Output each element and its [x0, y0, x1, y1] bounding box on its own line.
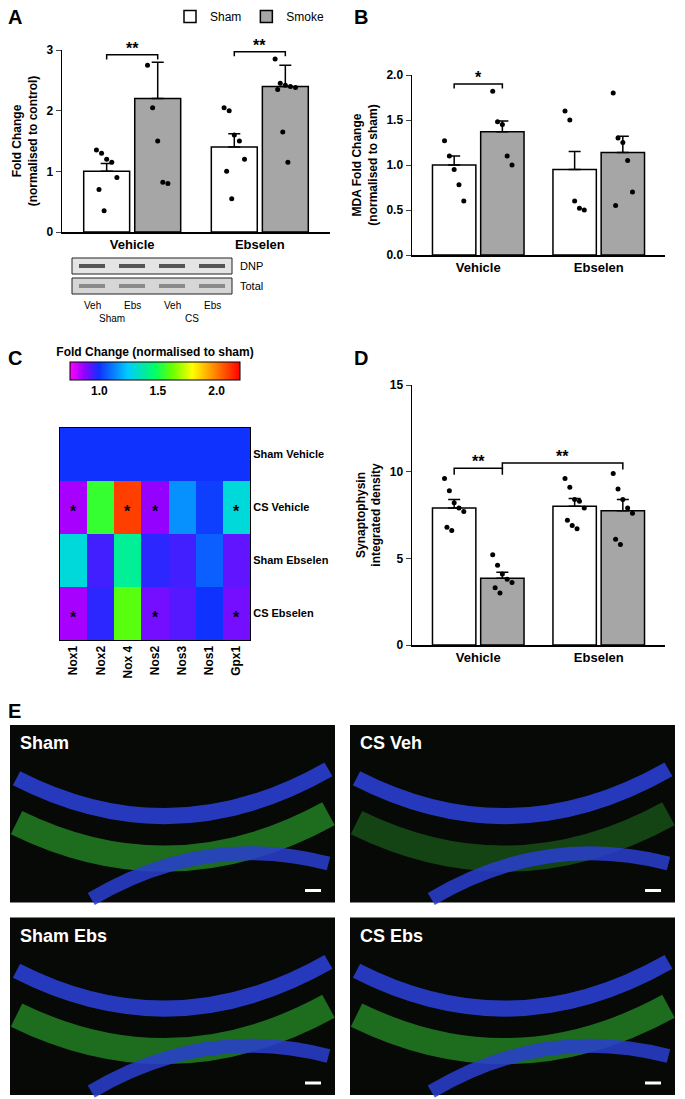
- svg-text:B: B: [354, 6, 368, 28]
- svg-text:A: A: [8, 6, 22, 28]
- svg-text:Nox1: Nox1: [66, 645, 80, 675]
- svg-text:*: *: [124, 503, 131, 520]
- svg-text:Veh: Veh: [164, 300, 181, 311]
- svg-text:1: 1: [46, 165, 53, 179]
- svg-text:Fold Change (normalised to sha: Fold Change (normalised to sham): [56, 345, 253, 359]
- svg-text:Synaptophysinintegrated densit: Synaptophysinintegrated density: [354, 463, 384, 567]
- svg-text:0.5: 0.5: [386, 203, 403, 217]
- svg-text:**: **: [126, 40, 139, 57]
- svg-text:1.5: 1.5: [386, 113, 403, 127]
- svg-text:Ebs: Ebs: [204, 300, 221, 311]
- svg-text:CS Ebs: CS Ebs: [360, 926, 423, 946]
- svg-text:Sham Ebs: Sham Ebs: [20, 926, 107, 946]
- svg-text:Smoke: Smoke: [286, 10, 324, 24]
- svg-text:Veh: Veh: [84, 300, 101, 311]
- svg-text:0: 0: [396, 638, 403, 652]
- svg-text:3: 3: [46, 43, 53, 57]
- svg-text:0.0: 0.0: [386, 248, 403, 262]
- svg-text:Ebselen: Ebselen: [235, 237, 285, 252]
- svg-text:10: 10: [390, 465, 404, 479]
- svg-text:CS: CS: [185, 313, 199, 324]
- svg-text:MDA Fold Change(normalised to: MDA Fold Change(normalised to sham): [350, 104, 380, 225]
- svg-text:5: 5: [396, 552, 403, 566]
- svg-text:Ebs: Ebs: [124, 300, 141, 311]
- svg-text:E: E: [8, 700, 21, 722]
- svg-text:**: **: [253, 37, 266, 54]
- svg-text:Vehicle: Vehicle: [456, 260, 501, 275]
- svg-text:Total: Total: [240, 280, 263, 292]
- svg-text:*: *: [70, 609, 77, 626]
- svg-text:15: 15: [390, 378, 404, 392]
- svg-text:*: *: [233, 503, 240, 520]
- svg-text:2: 2: [46, 104, 53, 118]
- svg-text:Nos3: Nos3: [175, 645, 189, 675]
- svg-text:2.0: 2.0: [208, 384, 225, 398]
- svg-text:1.0: 1.0: [386, 158, 403, 172]
- svg-text:Vehicle: Vehicle: [110, 237, 155, 252]
- svg-text:CS Veh: CS Veh: [360, 733, 422, 753]
- svg-text:D: D: [354, 347, 368, 369]
- svg-text:Sham: Sham: [20, 733, 69, 753]
- svg-text:2.0: 2.0: [386, 68, 403, 82]
- svg-text:1.5: 1.5: [150, 384, 167, 398]
- svg-text:Nos1: Nos1: [202, 645, 216, 675]
- svg-text:Nox2: Nox2: [94, 645, 108, 675]
- svg-text:Sham Vehicle: Sham Vehicle: [253, 448, 324, 460]
- svg-text:*: *: [233, 609, 240, 626]
- svg-text:Gpx1: Gpx1: [229, 645, 243, 675]
- svg-text:Sham: Sham: [99, 313, 125, 324]
- svg-text:CS Vehicle: CS Vehicle: [253, 501, 309, 513]
- svg-text:*: *: [475, 69, 482, 86]
- svg-text:Sham: Sham: [210, 10, 241, 24]
- svg-text:Nox 4: Nox 4: [121, 645, 135, 678]
- svg-text:Ebselen: Ebselen: [574, 260, 624, 275]
- svg-text:**: **: [556, 448, 569, 465]
- svg-text:Fold Change(normalised to cont: Fold Change(normalised to control): [10, 76, 40, 207]
- svg-text:CS Ebselen: CS Ebselen: [253, 607, 314, 619]
- svg-text:Vehicle: Vehicle: [456, 650, 501, 665]
- svg-text:*: *: [152, 503, 159, 520]
- svg-text:*: *: [152, 609, 159, 626]
- svg-text:1.0: 1.0: [91, 384, 108, 398]
- svg-text:*: *: [70, 503, 77, 520]
- svg-text:0: 0: [46, 225, 53, 239]
- svg-text:C: C: [8, 347, 22, 369]
- svg-text:Ebselen: Ebselen: [574, 650, 624, 665]
- svg-text:Sham Ebselen: Sham Ebselen: [253, 554, 328, 566]
- svg-text:Nos2: Nos2: [148, 645, 162, 675]
- svg-text:**: **: [472, 453, 485, 470]
- svg-text:DNP: DNP: [240, 260, 263, 272]
